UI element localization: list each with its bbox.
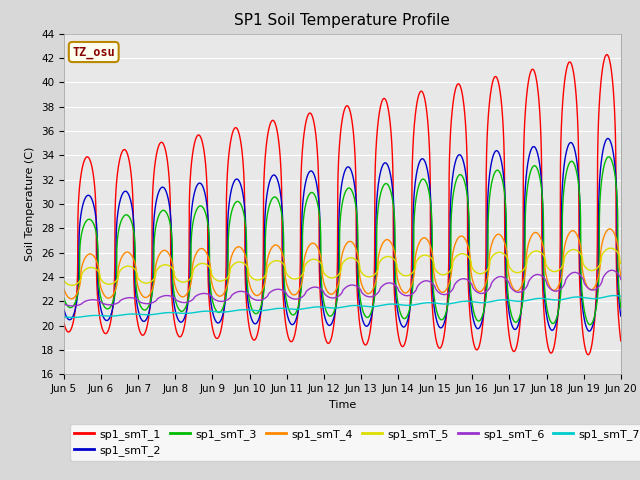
Text: TZ_osu: TZ_osu bbox=[72, 46, 115, 59]
sp1_smT_4 bbox=[436, 288, 444, 294]
sp1_smT_2 bbox=[604, 135, 612, 141]
sp1_smT_6 bbox=[436, 291, 444, 297]
sp1_smT_2 bbox=[60, 307, 68, 312]
sp1_smT_6 bbox=[616, 275, 624, 280]
sp1_smT_6 bbox=[68, 303, 76, 309]
sp1_smT_4 bbox=[616, 270, 624, 276]
sp1_smT_7 bbox=[60, 314, 68, 320]
sp1_smT_6 bbox=[467, 281, 475, 287]
sp1_smT_6 bbox=[617, 276, 625, 282]
Y-axis label: Soil Temperature (C): Soil Temperature (C) bbox=[26, 147, 35, 261]
sp1_smT_4 bbox=[60, 287, 68, 292]
sp1_smT_7 bbox=[616, 293, 624, 299]
sp1_smT_3 bbox=[467, 293, 475, 299]
sp1_smT_7 bbox=[611, 293, 618, 299]
sp1_smT_4 bbox=[161, 247, 168, 253]
Line: sp1_smT_3: sp1_smT_3 bbox=[64, 157, 621, 324]
sp1_smT_1 bbox=[584, 352, 592, 358]
sp1_smT_1 bbox=[60, 320, 68, 326]
sp1_smT_6 bbox=[60, 301, 68, 307]
sp1_smT_3 bbox=[586, 322, 594, 327]
sp1_smT_5 bbox=[467, 262, 475, 267]
sp1_smT_2 bbox=[436, 325, 444, 331]
sp1_smT_5 bbox=[68, 282, 76, 288]
sp1_smT_4 bbox=[67, 296, 75, 302]
sp1_smT_7 bbox=[467, 299, 475, 304]
sp1_smT_2 bbox=[160, 185, 168, 191]
sp1_smT_3 bbox=[436, 316, 444, 322]
sp1_smT_6 bbox=[161, 293, 168, 299]
sp1_smT_3 bbox=[605, 154, 612, 160]
Line: sp1_smT_1: sp1_smT_1 bbox=[64, 55, 621, 355]
sp1_smT_1 bbox=[322, 336, 330, 342]
sp1_smT_4 bbox=[499, 236, 507, 241]
sp1_smT_3 bbox=[499, 179, 506, 184]
sp1_smT_5 bbox=[616, 259, 624, 265]
sp1_smT_4 bbox=[617, 273, 625, 278]
sp1_smT_7 bbox=[436, 301, 444, 307]
Legend: sp1_smT_1, sp1_smT_2, sp1_smT_3, sp1_smT_4, sp1_smT_5, sp1_smT_6, sp1_smT_7: sp1_smT_1, sp1_smT_2, sp1_smT_3, sp1_smT… bbox=[70, 424, 640, 460]
Line: sp1_smT_2: sp1_smT_2 bbox=[64, 138, 621, 331]
sp1_smT_7 bbox=[69, 314, 77, 320]
sp1_smT_6 bbox=[322, 292, 330, 298]
Line: sp1_smT_4: sp1_smT_4 bbox=[64, 229, 621, 299]
sp1_smT_5 bbox=[499, 251, 507, 256]
sp1_smT_5 bbox=[617, 261, 625, 266]
sp1_smT_7 bbox=[617, 293, 625, 299]
sp1_smT_4 bbox=[606, 226, 614, 232]
sp1_smT_1 bbox=[467, 324, 475, 330]
sp1_smT_2 bbox=[322, 317, 330, 323]
sp1_smT_1 bbox=[499, 116, 506, 122]
Line: sp1_smT_7: sp1_smT_7 bbox=[64, 296, 621, 317]
sp1_smT_5 bbox=[607, 245, 614, 251]
sp1_smT_7 bbox=[322, 305, 330, 311]
sp1_smT_4 bbox=[322, 286, 330, 291]
sp1_smT_1 bbox=[160, 143, 168, 148]
sp1_smT_5 bbox=[60, 278, 68, 284]
sp1_smT_1 bbox=[603, 52, 611, 58]
sp1_smT_2 bbox=[586, 328, 593, 334]
sp1_smT_7 bbox=[499, 297, 507, 303]
sp1_smT_2 bbox=[617, 313, 625, 319]
sp1_smT_2 bbox=[499, 166, 506, 172]
Title: SP1 Soil Temperature Profile: SP1 Soil Temperature Profile bbox=[234, 13, 451, 28]
sp1_smT_2 bbox=[467, 303, 475, 309]
sp1_smT_1 bbox=[436, 345, 444, 351]
sp1_smT_6 bbox=[608, 267, 616, 273]
Line: sp1_smT_5: sp1_smT_5 bbox=[64, 248, 621, 285]
sp1_smT_4 bbox=[467, 271, 475, 277]
sp1_smT_3 bbox=[322, 307, 330, 312]
sp1_smT_3 bbox=[160, 207, 168, 213]
sp1_smT_3 bbox=[617, 304, 625, 310]
sp1_smT_2 bbox=[616, 310, 624, 315]
sp1_smT_1 bbox=[617, 338, 625, 344]
sp1_smT_5 bbox=[322, 272, 330, 278]
sp1_smT_3 bbox=[616, 300, 624, 306]
sp1_smT_7 bbox=[161, 310, 168, 316]
sp1_smT_5 bbox=[436, 271, 444, 277]
Line: sp1_smT_6: sp1_smT_6 bbox=[64, 270, 621, 306]
sp1_smT_1 bbox=[616, 334, 624, 340]
sp1_smT_3 bbox=[60, 295, 68, 301]
sp1_smT_6 bbox=[499, 274, 507, 280]
X-axis label: Time: Time bbox=[329, 400, 356, 409]
sp1_smT_5 bbox=[161, 262, 168, 268]
